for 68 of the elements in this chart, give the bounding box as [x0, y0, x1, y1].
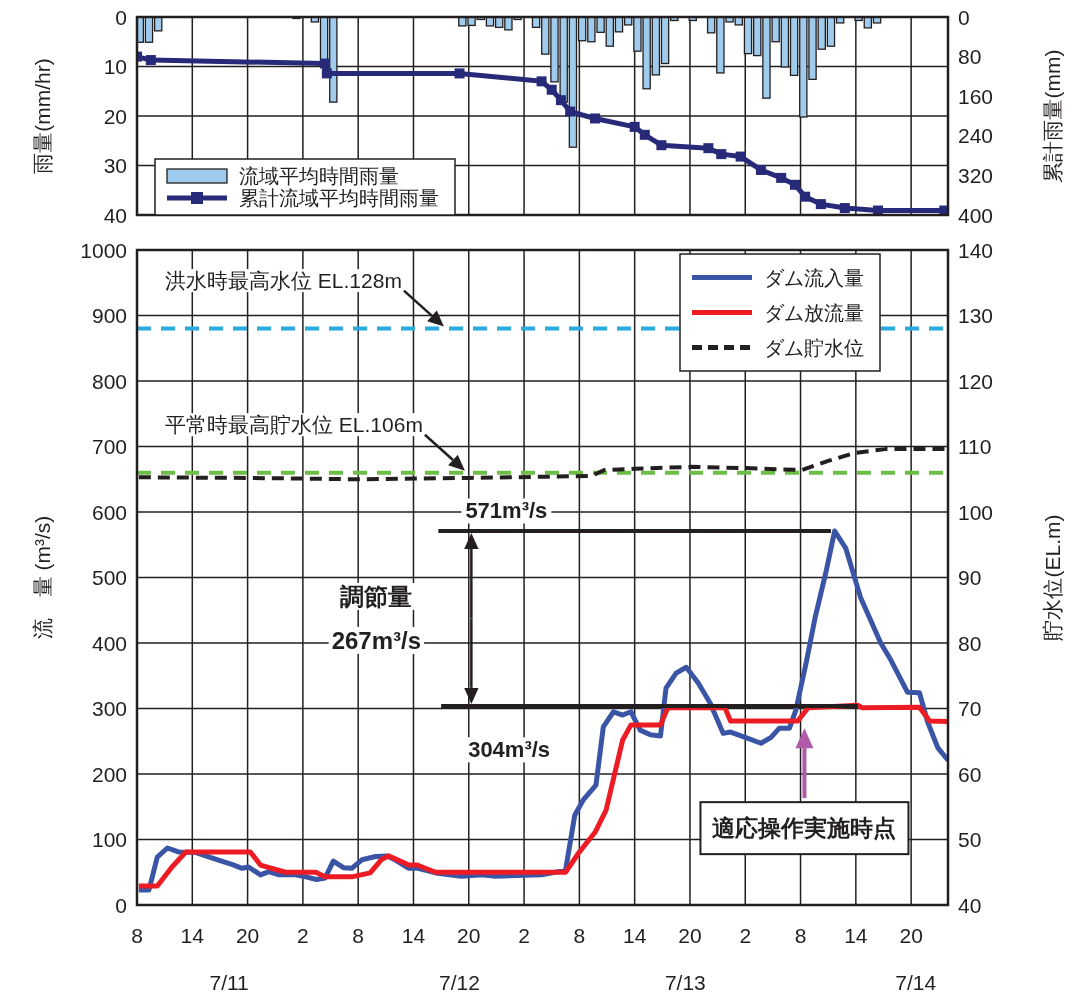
x-tick-label: 20	[678, 923, 702, 947]
x-tick-label: 20	[899, 923, 923, 947]
y2-tick-label: 130	[958, 304, 994, 327]
y-tick-label: 300	[91, 697, 127, 720]
y-tick-label: 100	[91, 828, 127, 851]
y-tick-label: 800	[91, 369, 127, 393]
y-tick-label: 700	[91, 435, 127, 458]
legend-label: 累計流域平均時間雨量	[239, 187, 439, 209]
ref-line-label: 洪水時最高水位 EL.128m	[165, 269, 402, 293]
y2-tick-label: 80	[958, 45, 982, 69]
y2-tick-label: 400	[958, 203, 994, 227]
y-tick-label: 1000	[80, 238, 127, 262]
legend-label: 流域平均時間雨量	[239, 165, 399, 187]
x2-tick-label: 7/14	[895, 970, 937, 994]
y2-tick-label: 90	[958, 566, 982, 589]
annotation: 571m³/s	[465, 498, 548, 524]
y2-tick-label: 0	[958, 5, 970, 29]
annotation: 267m³/s	[331, 626, 422, 654]
annotation: 調節量	[340, 582, 413, 610]
x-tick-label: 2	[739, 923, 752, 947]
y2-tick-label: 40	[958, 893, 982, 917]
y2-axis-title: 貯水位(EL.m)	[1040, 514, 1064, 641]
x-tick-label: 8	[131, 923, 143, 947]
y-axis-title: 流 量 (m³/s)	[30, 515, 54, 640]
y2-axis-title: 累計雨量(mm)	[1040, 49, 1064, 183]
y-axis-title: 雨量(mm/hr)	[30, 58, 54, 174]
y-tick-label: 400	[91, 631, 127, 655]
legend-label: ダム流入量	[764, 266, 864, 289]
x2-tick-label: 7/12	[439, 970, 480, 994]
y2-tick-label: 240	[958, 124, 994, 148]
y-tick-label: 0	[115, 5, 127, 29]
y2-tick-label: 50	[958, 828, 982, 851]
y-tick-label: 200	[91, 762, 127, 786]
y-tick-label: 0	[115, 893, 127, 917]
x-tick-label: 8	[352, 923, 365, 947]
x-tick-label: 8	[794, 923, 807, 947]
y-tick-label: 20	[103, 104, 127, 128]
ref-line-label: 平常時最高貯水位 EL.106m	[165, 413, 423, 437]
y-tick-label: 600	[91, 500, 127, 524]
x-tick-label: 2	[518, 923, 530, 947]
y2-tick-label: 110	[958, 435, 992, 458]
y-tick-label: 500	[91, 566, 127, 589]
y2-tick-label: 80	[958, 631, 982, 655]
x-tick-label: 8	[573, 923, 586, 947]
x-tick-label: 20	[457, 923, 481, 947]
y-tick-label: 40	[103, 203, 127, 227]
y-tick-label: 10	[103, 55, 127, 78]
x-tick-label: 14	[622, 923, 647, 947]
x-tick-label: 2	[297, 923, 309, 947]
y-tick-label: 900	[91, 304, 127, 327]
y2-tick-label: 120	[958, 369, 994, 393]
x-tick-label: 14	[844, 923, 868, 947]
y2-tick-label: 100	[958, 500, 994, 524]
x-tick-label: 14	[401, 923, 426, 947]
x2-tick-label: 7/13	[664, 970, 706, 994]
annotation: 適応操作実施時点	[712, 815, 897, 842]
annotation: 304m³/s	[468, 737, 551, 763]
legend-label: ダム貯水位	[764, 336, 864, 359]
legend-label: ダム放流量	[764, 301, 864, 324]
y2-tick-label: 140	[958, 238, 994, 262]
y2-tick-label: 60	[958, 762, 982, 786]
x-tick-label: 14	[180, 923, 205, 947]
y2-tick-label: 160	[958, 84, 994, 108]
x-tick-label: 20	[235, 923, 260, 947]
y2-tick-label: 320	[958, 163, 994, 187]
y-tick-label: 30	[103, 154, 127, 177]
y2-tick-label: 70	[958, 697, 982, 720]
x2-tick-label: 7/11	[209, 970, 249, 994]
